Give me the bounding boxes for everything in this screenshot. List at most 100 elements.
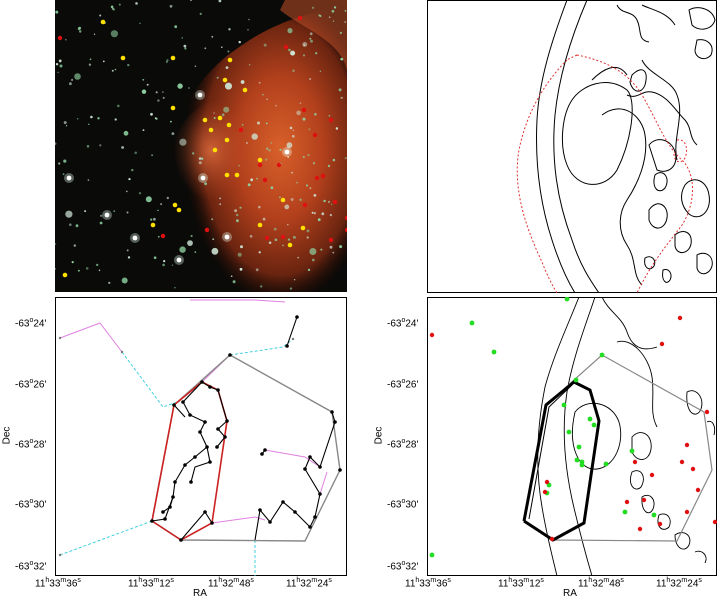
star [302, 117, 306, 121]
star [102, 60, 105, 63]
star [311, 211, 314, 214]
mst-node [338, 468, 342, 472]
star [216, 76, 219, 79]
star [177, 83, 183, 89]
cyan-edge [121, 351, 181, 408]
star [287, 156, 289, 158]
star [309, 37, 312, 40]
star [211, 218, 214, 221]
x-tick-label: 11h33m12s [128, 577, 174, 590]
x-tick-label: 11h32m24s [656, 577, 702, 590]
green-source-dot [591, 422, 597, 428]
yellow-source-marker [217, 115, 223, 121]
star [287, 28, 293, 34]
star [227, 50, 230, 53]
red-source-dot [542, 489, 548, 495]
yellow-source-marker [176, 207, 182, 213]
star [221, 113, 225, 117]
star [84, 210, 87, 213]
star [236, 219, 239, 223]
mst-node [216, 427, 220, 431]
contour-panel [427, 0, 717, 293]
star [292, 235, 296, 239]
star [96, 263, 99, 267]
star [292, 69, 295, 72]
star [142, 129, 145, 132]
mst-node [295, 315, 299, 319]
red-source-marker [57, 35, 63, 41]
star [309, 187, 312, 190]
mst-node [260, 452, 264, 456]
pink-edge [59, 322, 123, 353]
mst-node [183, 463, 187, 467]
star [335, 127, 339, 130]
red-source-dot [684, 442, 690, 448]
star [160, 203, 163, 206]
star [154, 117, 157, 119]
star [302, 54, 306, 57]
green-source-dot [573, 377, 579, 383]
star [225, 66, 229, 69]
star [265, 122, 268, 125]
star [255, 268, 259, 272]
cyan-edge [229, 338, 294, 356]
star [181, 37, 183, 39]
star [263, 43, 267, 47]
star [338, 88, 342, 92]
red-source-marker [160, 233, 166, 239]
mst-node [333, 420, 337, 424]
star [78, 26, 81, 30]
mst-edge [286, 316, 298, 347]
red-source-marker [301, 107, 307, 113]
star [296, 110, 301, 116]
mst-plot-panel [55, 297, 347, 576]
star [87, 179, 90, 181]
mst-node [313, 515, 317, 519]
star [65, 210, 73, 218]
star [142, 78, 145, 81]
star [90, 115, 93, 119]
star [153, 256, 157, 260]
star [247, 183, 251, 187]
star [309, 248, 317, 255]
y-tick-label: -63o26' [15, 378, 47, 391]
star [117, 104, 120, 108]
star [333, 6, 337, 9]
star [166, 59, 169, 62]
yellow-source-marker [224, 137, 230, 143]
star [73, 244, 76, 247]
x-axis-title: RA [193, 588, 207, 599]
red-source-dot [549, 536, 555, 542]
star [174, 25, 178, 29]
star-field [55, 0, 347, 290]
star [307, 268, 311, 272]
mst-node [223, 435, 227, 439]
yellow-source-marker [208, 127, 214, 133]
star [246, 142, 248, 144]
star [71, 261, 74, 264]
star [134, 151, 137, 155]
red-source-marker [280, 234, 286, 240]
mst-node [163, 517, 167, 521]
yellow-source-marker [280, 197, 286, 203]
yellow-source-marker [172, 202, 178, 208]
star [289, 126, 293, 130]
star [58, 162, 61, 165]
star [146, 83, 149, 86]
star [234, 209, 238, 213]
red-source-marker [264, 235, 270, 241]
mst-node [198, 430, 202, 434]
star [201, 157, 204, 160]
star [237, 252, 242, 257]
star [299, 102, 302, 104]
star [328, 114, 331, 117]
star [59, 64, 63, 68]
yellow-source-marker [224, 172, 230, 178]
secondary-node [291, 337, 295, 341]
mst-node [303, 467, 307, 471]
red-source-dot [632, 459, 638, 465]
star [257, 121, 260, 125]
star [127, 63, 130, 67]
star [190, 0, 192, 2]
mst-node [205, 445, 209, 449]
